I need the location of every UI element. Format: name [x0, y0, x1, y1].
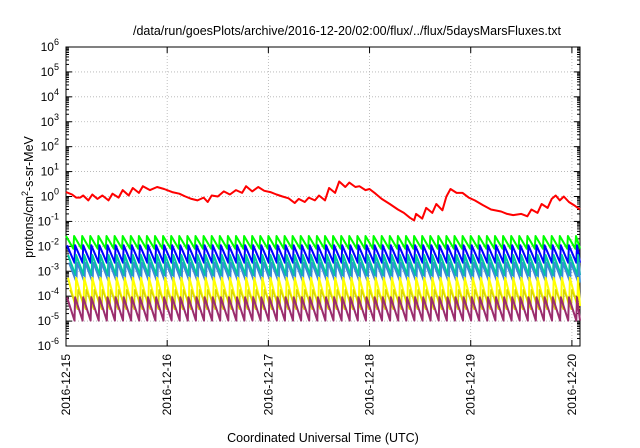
y-tick-label: 10-4 — [38, 286, 59, 303]
y-tick-label: 100 — [41, 187, 59, 204]
y-tick-label: 10-5 — [38, 311, 59, 328]
x-axis-label: Coordinated Universal Time (UTC) — [227, 431, 419, 445]
series-line-1 — [65, 180, 581, 222]
y-axis-label-superscript: 2 — [20, 191, 30, 196]
x-axis-ticks: 2016-12-15 2016-12-16 2016-12-17 2016-12-18… — [59, 47, 579, 415]
y-tick-label: 102 — [41, 137, 59, 154]
y-tick-label: 105 — [41, 62, 59, 79]
series-line-3 — [66, 244, 581, 264]
series-line-4 — [67, 254, 581, 277]
x-tick-label: 2016-12-20 — [565, 354, 579, 416]
series-line-2 — [65, 235, 581, 250]
y-tick-label: 10-3 — [38, 261, 59, 278]
y-axis-label: protons/cm2-s-sr-MeV — [20, 135, 36, 257]
y-tick-label: 104 — [41, 87, 59, 104]
y-axis-label-base: protons/cm — [22, 196, 36, 258]
x-tick-label: 2016-12-16 — [160, 354, 174, 416]
y-axis-label-rest: -s-sr-MeV — [22, 135, 36, 191]
x-tick-label: 2016-12-15 — [59, 354, 73, 416]
series-group — [65, 180, 581, 322]
x-tick-label: 2016-12-18 — [363, 354, 377, 416]
x-tick-label: 2016-12-17 — [261, 354, 275, 416]
x-tick-label: 2016-12-19 — [464, 354, 478, 416]
y-tick-label: 10-1 — [38, 211, 59, 228]
y-tick-label: 10-2 — [38, 236, 59, 253]
chart-title: /data/run/goesPlots/archive/2016-12-20/0… — [133, 24, 562, 38]
series-line-7 — [69, 289, 581, 310]
y-tick-label: 106 — [41, 37, 59, 54]
y-tick-label: 101 — [41, 162, 59, 179]
y-tick-label: 103 — [41, 112, 59, 129]
series-line-8 — [66, 296, 581, 322]
y-tick-label: 10-6 — [38, 336, 59, 353]
